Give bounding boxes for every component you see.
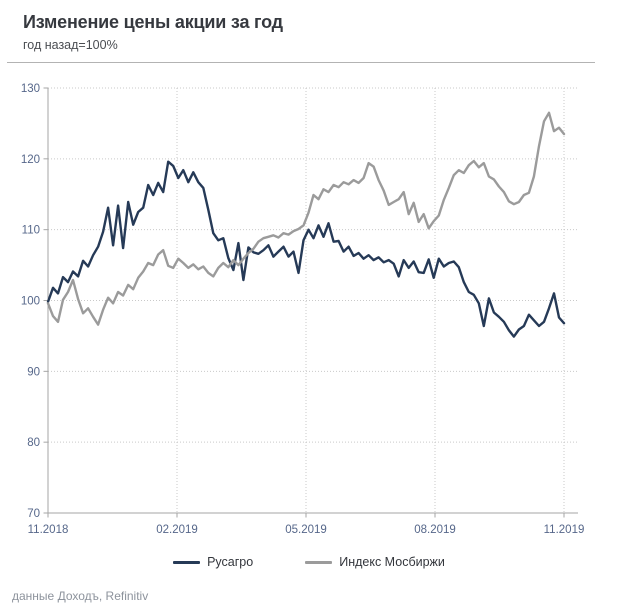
data-source-note: данные Доходъ, Refinitiv: [12, 589, 149, 603]
series-line-0: [46, 160, 566, 338]
y-tick-label: 110: [22, 225, 40, 237]
chart-legend: Русагро Индекс Мосбиржи: [0, 555, 618, 569]
x-tick-label: 08.2019: [414, 524, 456, 536]
legend-label-moex-index: Индекс Мосбиржи: [339, 555, 445, 569]
y-tick-label: 120: [21, 154, 40, 166]
moex-index-line-swatch: [305, 560, 333, 564]
y-tick-label: 80: [27, 437, 40, 449]
y-tick-label: 90: [27, 366, 40, 378]
legend-item-moex-index: Индекс Мосбиржи: [305, 555, 445, 569]
chart-subtitle: год назад=100%: [23, 38, 118, 52]
x-tick-label: 05.2019: [285, 524, 327, 536]
legend-label-rusagro: Русагро: [207, 555, 254, 569]
x-tick-label: 11.2018: [28, 524, 69, 536]
y-tick-label: 70: [27, 508, 40, 520]
series-line-1: [46, 111, 566, 326]
rusagro-line-swatch: [173, 560, 201, 564]
header-divider: [7, 62, 595, 63]
x-tick-label: 02.2019: [156, 524, 198, 536]
page-title: Изменение цены акции за год: [23, 12, 283, 32]
legend-item-rusagro: Русагро: [173, 555, 253, 569]
y-tick-label: 100: [21, 296, 40, 308]
y-tick-label: 130: [21, 83, 40, 95]
x-tick-label: 11.2019: [544, 524, 585, 536]
